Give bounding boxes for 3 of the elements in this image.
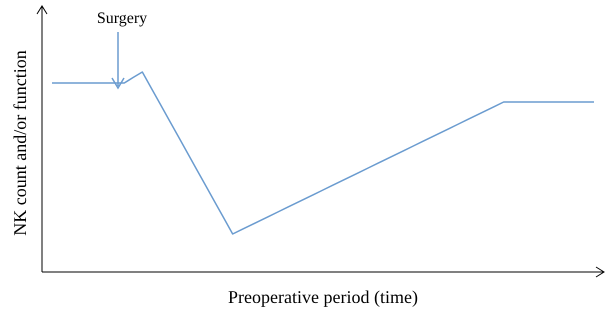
text: Surgery [96,10,148,27]
x-axis-title: Preoperative period (time) [228,287,418,307]
y-axis-title: NK count and/or function [10,50,30,236]
